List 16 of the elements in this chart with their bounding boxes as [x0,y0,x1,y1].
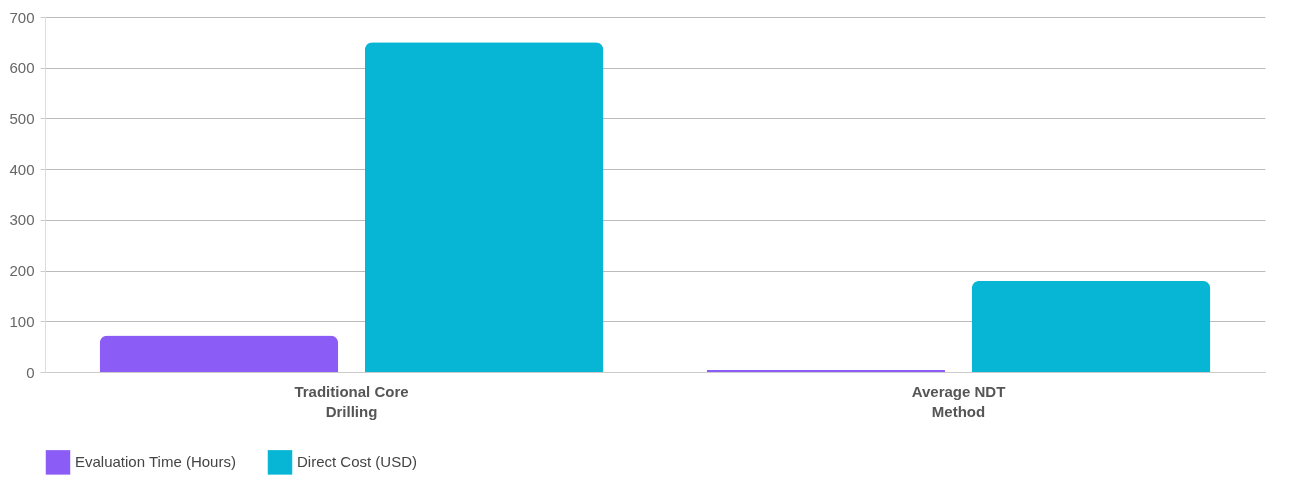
x-tick-label: Average NDT Method [911,382,1006,420]
y-tick-label: 600 [9,59,35,77]
x-tick-label: Traditional Core Drilling [294,382,409,420]
bar [364,42,604,372]
bar [706,369,946,372]
y-tick-label: 300 [9,211,35,229]
legend-label: Direct Cost (USD) [297,453,418,471]
bar [971,280,1211,372]
y-tick-label: 400 [9,160,35,178]
y-tick-label: 500 [9,109,35,127]
y-tick-label: 700 [9,8,35,26]
y-tick-label: 200 [9,262,35,280]
y-tick-label: 0 [26,363,35,381]
bar [99,335,339,372]
y-tick-label: 100 [9,312,35,330]
legend-label: Evaluation Time (Hours) [75,453,236,471]
